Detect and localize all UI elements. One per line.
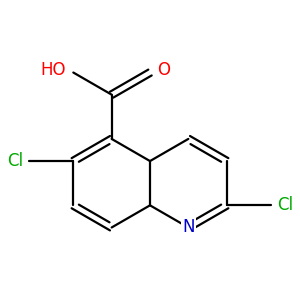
Text: Cl: Cl	[7, 152, 23, 170]
Text: N: N	[182, 218, 195, 236]
Text: Cl: Cl	[277, 196, 293, 214]
Text: HO: HO	[40, 61, 66, 79]
Text: O: O	[158, 61, 170, 79]
